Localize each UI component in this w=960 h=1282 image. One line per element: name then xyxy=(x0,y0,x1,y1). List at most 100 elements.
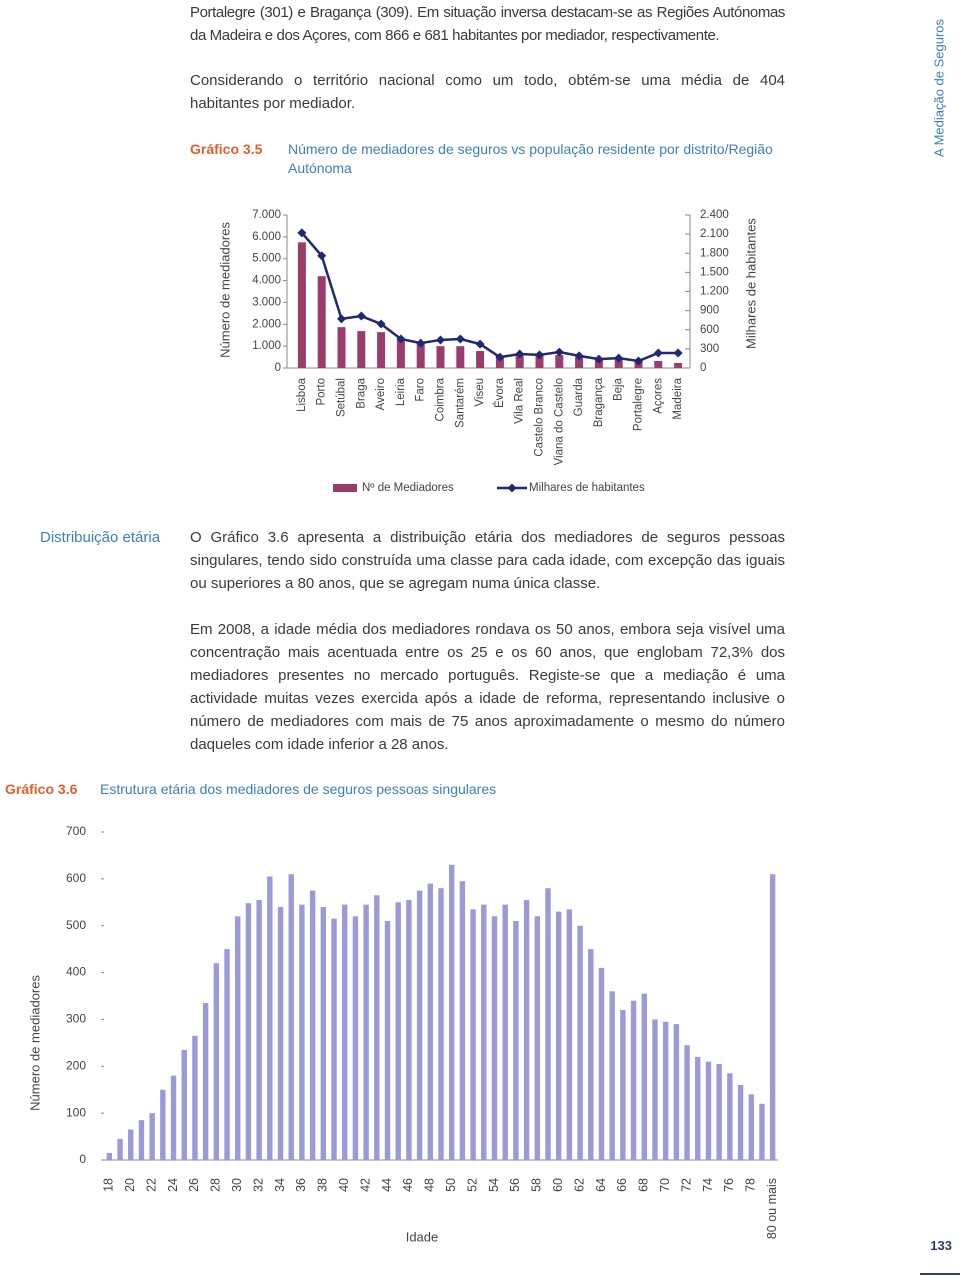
bar xyxy=(374,895,380,1160)
x-tick-label: Castelo Branco xyxy=(534,378,546,457)
y-tick-label: 700 xyxy=(66,824,86,838)
bar xyxy=(495,355,504,368)
figure-caption: Estrutura etária dos mediadores de segur… xyxy=(100,781,497,797)
y-tick-label: 0 xyxy=(79,1152,86,1166)
bar xyxy=(245,903,252,1160)
bar xyxy=(620,1010,626,1160)
bar xyxy=(192,1035,198,1160)
bar xyxy=(309,890,316,1160)
x-tick-label: 26 xyxy=(187,1178,201,1192)
y-tick-label: 0 xyxy=(275,362,281,374)
bar xyxy=(224,949,230,1160)
y-tick-label: 7.000 xyxy=(252,209,281,221)
y-tick-label: 3.000 xyxy=(252,296,281,308)
bar xyxy=(384,921,391,1160)
bar xyxy=(267,876,273,1160)
bar xyxy=(128,1129,134,1160)
legend-swatch xyxy=(333,484,357,492)
bar xyxy=(545,888,551,1160)
paragraph: Considerando o território nacional como … xyxy=(190,72,785,112)
x-tick-label: Leiria xyxy=(395,377,407,406)
y-tick-label: 4.000 xyxy=(252,275,281,287)
bar xyxy=(436,346,445,368)
y2-tick-label: 1.500 xyxy=(700,266,729,278)
marker xyxy=(396,334,406,344)
y-axis-label: Número de mediadores xyxy=(27,975,42,1111)
bar xyxy=(406,899,412,1160)
y-tick-label: 500 xyxy=(66,918,86,932)
y2-tick-label: 600 xyxy=(700,324,719,336)
x-tick-label: 18 xyxy=(102,1178,116,1192)
marker xyxy=(337,314,346,324)
bar xyxy=(598,967,605,1160)
paragraph: Em 2008, a idade média dos mediadores ro… xyxy=(190,621,785,753)
legend-swatch xyxy=(507,483,517,493)
bar xyxy=(705,1061,712,1160)
marker xyxy=(653,348,663,358)
bar xyxy=(331,918,337,1160)
x-tick-label: 80 ou mais xyxy=(765,1178,779,1239)
side-label: A Mediação de Seguros xyxy=(931,18,946,157)
x-tick-label: 62 xyxy=(572,1178,586,1192)
y2-tick-label: 0 xyxy=(700,362,706,374)
bar xyxy=(352,916,359,1160)
x-tick-label: Viana do Castelo xyxy=(553,378,565,465)
bar xyxy=(769,874,776,1160)
x-tick-label: 24 xyxy=(166,1178,180,1192)
x-tick-label: 28 xyxy=(209,1178,223,1192)
bar xyxy=(277,906,284,1160)
bar xyxy=(117,1138,123,1160)
legend-label: Nº de Mediadores xyxy=(362,482,454,494)
y-tick-label: 2.000 xyxy=(252,318,281,330)
bar xyxy=(515,355,524,368)
bar xyxy=(588,949,594,1160)
bar xyxy=(138,1120,145,1160)
y-tick-label: 1.000 xyxy=(252,340,281,352)
bar xyxy=(317,276,326,368)
x-tick-label: Porto xyxy=(316,378,328,406)
bar xyxy=(662,1021,669,1160)
x-tick-label: 68 xyxy=(637,1178,651,1192)
y-tick-label: 200 xyxy=(66,1058,86,1072)
x-tick-label: 44 xyxy=(380,1178,394,1192)
x-tick-label: Vila Real xyxy=(514,378,526,424)
x-tick-label: 70 xyxy=(658,1178,672,1192)
x-tick-label: Coimbra xyxy=(435,377,447,421)
x-tick-label: 40 xyxy=(337,1178,351,1192)
figure-label: Gráfico 3.5 xyxy=(190,141,263,157)
x-tick-label: 64 xyxy=(594,1178,608,1192)
marker xyxy=(455,334,465,344)
x-tick-label: Madeira xyxy=(672,377,684,419)
figure-caption: Número de mediadores de seguros vs popul… xyxy=(288,141,773,176)
bar xyxy=(456,346,465,368)
bar xyxy=(748,1094,754,1160)
bar xyxy=(534,916,540,1160)
bar xyxy=(476,350,485,368)
marker xyxy=(554,347,564,357)
bar xyxy=(566,909,573,1160)
y-tick-label: 6.000 xyxy=(252,231,281,243)
x-tick-label: 46 xyxy=(401,1178,415,1192)
bar xyxy=(716,1063,722,1160)
y-tick-label: 600 xyxy=(66,871,86,885)
y2-tick-label: 300 xyxy=(700,343,719,355)
bar xyxy=(535,355,544,368)
x-tick-label: Évora xyxy=(493,377,506,408)
bar xyxy=(149,1113,155,1160)
x-tick-label: Guarda xyxy=(573,377,585,416)
x-tick-label: 32 xyxy=(251,1178,265,1192)
bar xyxy=(502,904,508,1160)
x-tick-label: 34 xyxy=(273,1178,287,1192)
x-tick-label: 50 xyxy=(444,1178,458,1192)
bar xyxy=(555,355,564,368)
x-tick-label: Beja xyxy=(613,377,625,401)
y2-tick-label: 900 xyxy=(700,305,719,317)
bar xyxy=(652,1019,658,1160)
bar xyxy=(737,1085,744,1160)
bar xyxy=(641,993,647,1160)
bar xyxy=(416,343,425,368)
bar xyxy=(609,991,615,1160)
marker xyxy=(634,356,643,366)
bar xyxy=(481,904,487,1160)
bar xyxy=(396,340,405,368)
